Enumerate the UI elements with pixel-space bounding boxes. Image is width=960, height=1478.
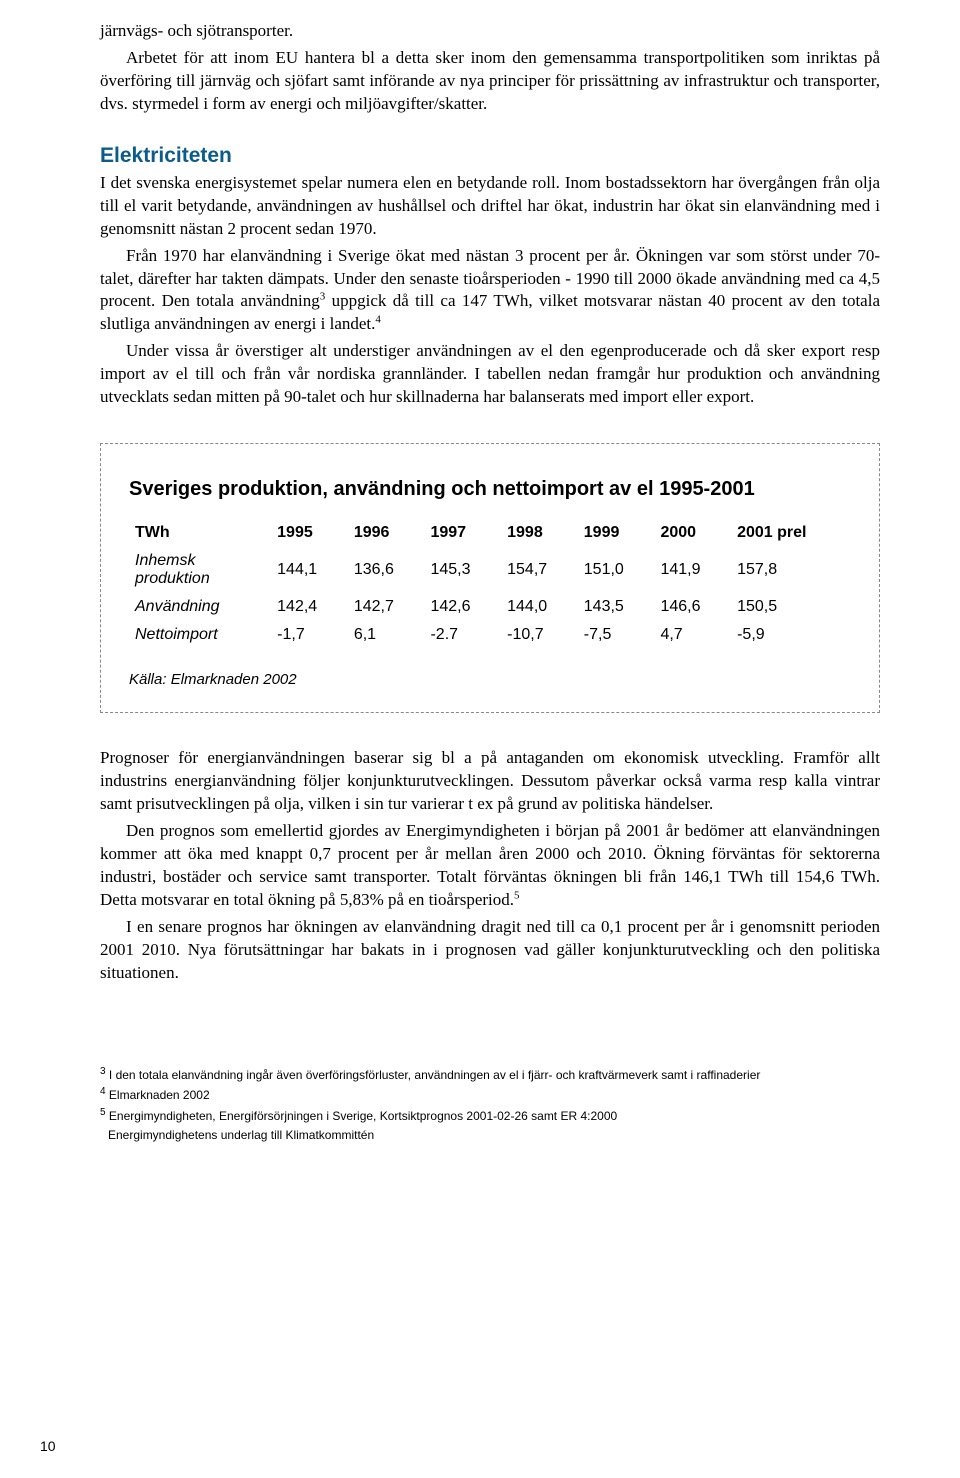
table-cell: -10,7 bbox=[501, 621, 578, 649]
table-cell: 6,1 bbox=[348, 621, 425, 649]
row-label: Nettoimport bbox=[129, 621, 271, 649]
table-source: Källa: Elmarknaden 2002 bbox=[129, 671, 851, 688]
footnote-ref-4: 4 bbox=[375, 314, 381, 326]
table-cell: 142,6 bbox=[424, 593, 501, 621]
row-label-top: Inhemsk bbox=[135, 552, 195, 569]
table-year: 1997 bbox=[424, 519, 501, 547]
footnote-4: 4 Elmarknaden 2002 bbox=[100, 1085, 880, 1104]
footnote-5: 5 Energimyndigheten, Energiförsörjningen… bbox=[100, 1106, 880, 1125]
footnote-text: I den totala elanvändning ingår även öve… bbox=[106, 1068, 761, 1082]
table-cell: 146,6 bbox=[654, 593, 731, 621]
table-cell: 4,7 bbox=[654, 621, 731, 649]
table-cell: 157,8 bbox=[731, 547, 851, 593]
table-year: 1995 bbox=[271, 519, 348, 547]
table-cell: 144,0 bbox=[501, 593, 578, 621]
table-cell: 143,5 bbox=[578, 593, 655, 621]
document-page: järnvägs- och sjötransporter. Arbetet fö… bbox=[0, 0, 960, 1176]
table-header-row: TWh 1995 1996 1997 1998 1999 2000 2001 p… bbox=[129, 519, 851, 547]
table-title: Sveriges produktion, användning och nett… bbox=[129, 478, 851, 501]
footnote-ref-5: 5 bbox=[514, 889, 520, 901]
table-year: 2000 bbox=[654, 519, 731, 547]
page-number: 10 bbox=[40, 1438, 56, 1454]
table-col-label: TWh bbox=[129, 519, 271, 547]
footnote-text: Elmarknaden 2002 bbox=[106, 1088, 210, 1102]
footnote-5b: Energimyndighetens underlag till Klimatk… bbox=[100, 1127, 880, 1144]
footnote-3: 3 I den totala elanvändning ingår även ö… bbox=[100, 1065, 880, 1084]
table-cell: 141,9 bbox=[654, 547, 731, 593]
table-row: Inhemsk produktion 144,1 136,6 145,3 154… bbox=[129, 547, 851, 593]
intro-paragraph-2: Arbetet för att inom EU hantera bl a det… bbox=[100, 47, 880, 116]
table-cell: -1,7 bbox=[271, 621, 348, 649]
after-paragraph-2: Den prognos som emellertid gjordes av En… bbox=[100, 820, 880, 912]
table-cell: 144,1 bbox=[271, 547, 348, 593]
table-cell: 142,4 bbox=[271, 593, 348, 621]
table-cell: 151,0 bbox=[578, 547, 655, 593]
after-p2-text: Den prognos som emellertid gjordes av En… bbox=[100, 821, 880, 909]
row-label-bottom: produktion bbox=[135, 570, 210, 587]
intro-paragraph-1: järnvägs- och sjötransporter. bbox=[100, 20, 880, 43]
table-cell: 142,7 bbox=[348, 593, 425, 621]
table-cell: -2.7 bbox=[424, 621, 501, 649]
table-year: 1998 bbox=[501, 519, 578, 547]
after-paragraph-1: Prognoser för energianvändningen baserar… bbox=[100, 747, 880, 816]
section-heading-elektriciteten: Elektriciteten bbox=[100, 144, 880, 168]
table-cell: 154,7 bbox=[501, 547, 578, 593]
footnotes: 3 I den totala elanvändning ingår även ö… bbox=[100, 1065, 880, 1144]
footnote-text: Energimyndigheten, Energiförsörjningen i… bbox=[106, 1109, 618, 1123]
footnote-text: Energimyndighetens underlag till Klimatk… bbox=[108, 1128, 374, 1142]
elec-paragraph-2: Från 1970 har elanvändning i Sverige öka… bbox=[100, 245, 880, 337]
table-cell: -7,5 bbox=[578, 621, 655, 649]
table-row: Användning 142,4 142,7 142,6 144,0 143,5… bbox=[129, 593, 851, 621]
elec-paragraph-3: Under vissa år överstiger alt understige… bbox=[100, 340, 880, 409]
table-cell: -5,9 bbox=[731, 621, 851, 649]
row-label: Användning bbox=[129, 593, 271, 621]
table-year: 2001 prel bbox=[731, 519, 851, 547]
table-year: 1996 bbox=[348, 519, 425, 547]
after-paragraph-3: I en senare prognos har ökningen av elan… bbox=[100, 916, 880, 985]
data-table: TWh 1995 1996 1997 1998 1999 2000 2001 p… bbox=[129, 519, 851, 649]
table-year: 1999 bbox=[578, 519, 655, 547]
table-cell: 145,3 bbox=[424, 547, 501, 593]
table-row: Nettoimport -1,7 6,1 -2.7 -10,7 -7,5 4,7… bbox=[129, 621, 851, 649]
data-table-box: Sveriges produktion, användning och nett… bbox=[100, 443, 880, 713]
row-label: Inhemsk produktion bbox=[129, 547, 271, 593]
table-cell: 150,5 bbox=[731, 593, 851, 621]
table-cell: 136,6 bbox=[348, 547, 425, 593]
elec-paragraph-1: I det svenska energisystemet spelar nume… bbox=[100, 172, 880, 241]
